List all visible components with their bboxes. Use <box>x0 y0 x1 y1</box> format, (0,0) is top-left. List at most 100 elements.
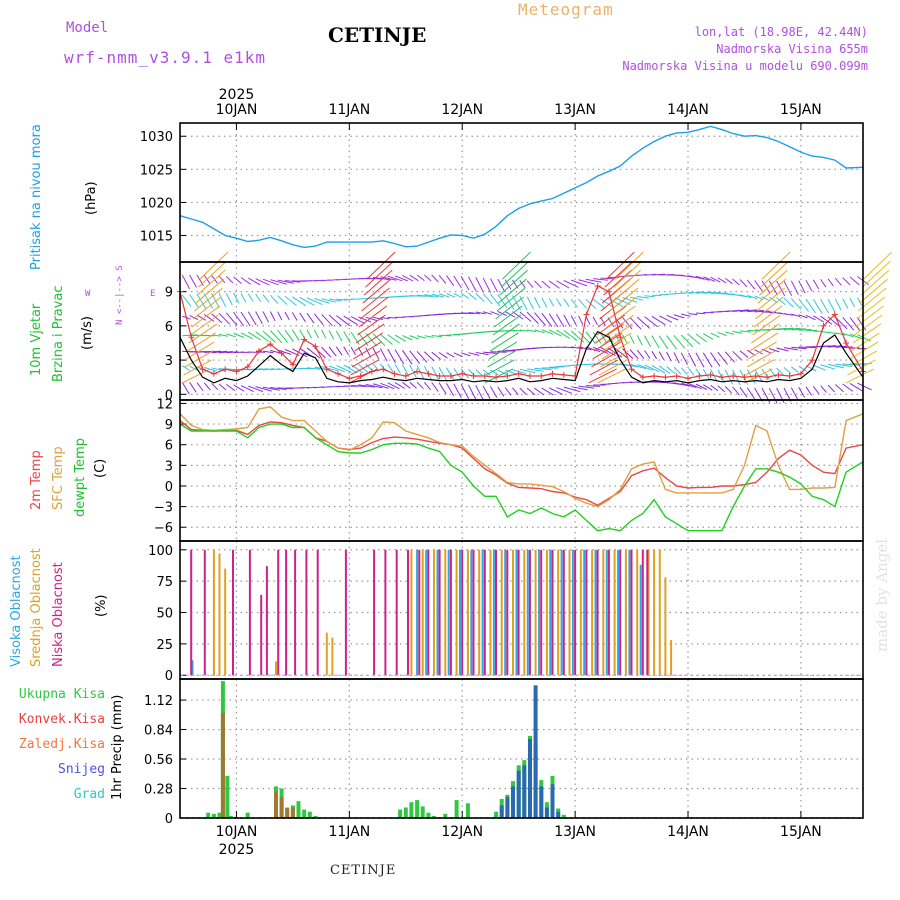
wind-arrow <box>563 386 581 393</box>
wind-arrow <box>812 298 823 314</box>
wind-arrow <box>860 269 890 296</box>
wind-arrow <box>233 276 242 284</box>
wind-arrow <box>314 297 330 304</box>
wind-arrow <box>863 251 893 280</box>
low-cloud-bar <box>646 549 649 676</box>
gust-marker <box>775 371 782 378</box>
snow-bar <box>499 805 504 818</box>
lonlat-text: lon,lat (18.98E, 42.44N) <box>694 25 868 39</box>
high-cloud-bar <box>481 549 484 676</box>
high-cloud-bar <box>526 549 529 676</box>
gust-marker <box>583 311 590 318</box>
wind-arrow <box>717 385 726 393</box>
wind-arrow <box>578 330 591 344</box>
wind-arrow <box>717 331 727 337</box>
wind-arrow <box>834 277 842 286</box>
wind-arrow <box>402 334 413 341</box>
wind-arrow <box>424 294 439 298</box>
wind-arrow <box>189 294 200 308</box>
wind-arrow <box>182 368 211 384</box>
gust-marker <box>831 311 838 318</box>
wind-arrow <box>752 314 781 336</box>
wind-arrow <box>790 387 799 400</box>
wind-arrow <box>754 280 763 292</box>
panel-frame <box>179 540 864 680</box>
wind-arrow <box>402 275 414 282</box>
gust-marker <box>696 373 703 380</box>
wind-arrow <box>453 275 462 289</box>
wind-arrow <box>589 359 619 376</box>
wind-arrow <box>760 260 790 288</box>
wind-arrow <box>563 280 579 288</box>
wind-arrow <box>387 275 403 282</box>
wind-arrow <box>409 364 417 378</box>
wind-arrow <box>424 381 432 391</box>
mid-cloud-bar <box>325 632 328 676</box>
high-cloud-bar <box>560 549 563 676</box>
low-cloud-bar <box>461 549 464 676</box>
gust-marker <box>786 373 793 380</box>
pressure-line <box>179 125 864 249</box>
wind-arrow <box>681 313 691 317</box>
wind-arrow <box>783 297 794 308</box>
wind-arrow <box>703 291 721 294</box>
low-cloud-bar <box>344 549 347 676</box>
wind-arrow <box>262 311 270 323</box>
wind-arrow <box>592 316 598 326</box>
wind-arrow <box>248 277 261 286</box>
wind-arrow <box>284 329 294 343</box>
mid-cloud-bar <box>624 549 627 676</box>
wind-arrow <box>512 311 524 320</box>
bottom-date-label: 12JAN <box>441 824 483 840</box>
wind-arrow <box>277 295 288 305</box>
wind-arrow <box>262 386 280 391</box>
wind-arrow <box>783 313 794 316</box>
wind-arrow <box>658 365 671 375</box>
gust-marker <box>346 375 353 382</box>
wind-arrow <box>203 382 211 391</box>
wind-arrow <box>600 350 629 368</box>
wind-arrow <box>394 382 406 389</box>
wind-arrow <box>842 298 849 309</box>
wind-arrow <box>732 369 741 386</box>
wind-arrow <box>482 311 493 315</box>
model-elevation-text: Nadmorska Visina u modelu 690.099m <box>622 59 868 73</box>
wind-arrow <box>798 365 808 373</box>
wind-arrow <box>284 280 301 283</box>
wind-arrow <box>211 350 228 354</box>
wind-arrow <box>446 275 455 286</box>
gust-marker <box>628 366 635 373</box>
wind-arrow <box>380 382 395 390</box>
wind-arrow <box>504 387 512 396</box>
mid-cloud-bar <box>512 549 514 676</box>
wind-arrow <box>746 279 756 290</box>
wind-arrow <box>512 387 519 396</box>
wind-arrow <box>673 366 682 375</box>
wind-arrow <box>226 333 236 338</box>
wind-arrow <box>798 298 809 312</box>
wind-arrow <box>218 333 228 337</box>
wind-arrow <box>842 316 855 331</box>
high-cloud-bar <box>425 549 428 676</box>
wind-arrow <box>387 348 396 364</box>
gust-marker <box>594 282 601 289</box>
wind-arrow <box>761 296 771 302</box>
wind-arrow <box>482 277 491 293</box>
wind-arrow <box>269 311 276 322</box>
wind-arrow <box>776 280 786 297</box>
wind-arrow <box>534 367 552 371</box>
wind-arrow <box>189 365 199 372</box>
wind-arrow <box>262 330 276 343</box>
wind-arrow <box>387 363 394 373</box>
wind-arrow <box>519 329 529 332</box>
y-tick-label: −3 <box>154 501 173 516</box>
high-cloud-bar <box>594 549 597 676</box>
high-cloud-bar <box>492 549 495 676</box>
wind-arrow <box>483 351 498 354</box>
wind-arrow <box>534 387 545 396</box>
y-tick-label: 3 <box>165 354 173 369</box>
y-tick-label: 0 <box>165 388 173 403</box>
snow-bar <box>533 685 538 818</box>
wind-arrow <box>211 313 223 324</box>
wind-arrow <box>321 314 333 327</box>
